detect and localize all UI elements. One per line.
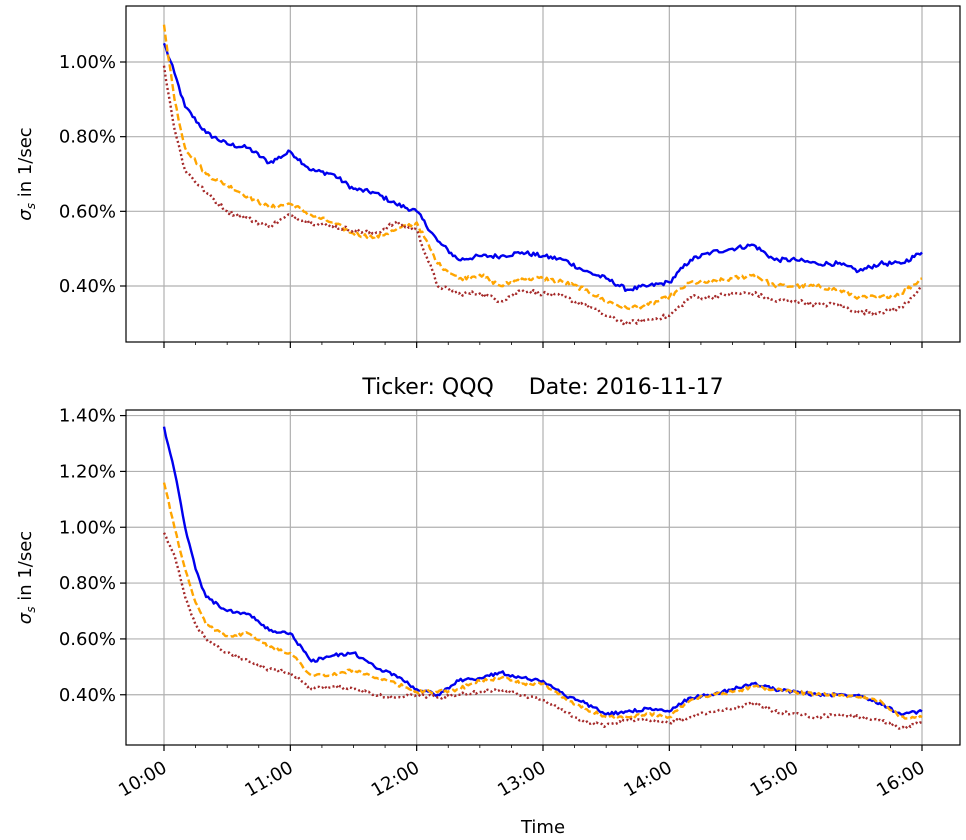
- top-chart-panel: 0.40% 0.60% 0.80% 1.00% σs in 1/sec: [15, 5, 961, 348]
- bottom-chart-y-tick-label: 0.80%: [59, 573, 116, 594]
- bottom-chart-y-label-text: in 1/sec: [15, 531, 36, 607]
- top-chart-series-line-2: [162, 24, 923, 311]
- bottom-chart-grid: [126, 410, 960, 745]
- bottom-chart-y-tick-label: 1.00%: [59, 517, 116, 538]
- top-chart-y-tick-label: 0.80%: [59, 127, 116, 148]
- bottom-chart-y-tick-label: 1.20%: [59, 461, 116, 482]
- top-chart-ticks: 0.40% 0.60% 0.80% 1.00%: [59, 52, 923, 348]
- bottom-chart-title: Ticker: QQQ Date: 2016-11-17: [361, 375, 723, 400]
- top-chart-y-label-text: in 1/sec: [15, 127, 36, 203]
- top-chart-grid: [126, 6, 960, 342]
- bottom-chart-y-tick-label: 0.40%: [59, 685, 116, 706]
- bottom-chart-series: [162, 426, 923, 730]
- top-chart-y-label-sigma: σ: [15, 209, 36, 221]
- bottom-chart-y-label-sigma: σ: [15, 612, 36, 624]
- bottom-chart-y-axis-label: σs in 1/sec: [15, 531, 38, 624]
- top-chart-series-line-3: [162, 65, 923, 326]
- top-chart-y-tick-label: 1.00%: [59, 52, 116, 73]
- top-chart-y-tick-label: 0.40%: [59, 276, 116, 297]
- bottom-chart-y-tick-label: 1.40%: [59, 406, 116, 427]
- bottom-chart-series-line-2: [162, 482, 923, 720]
- top-chart-y-axis-label: σs in 1/sec: [15, 127, 38, 220]
- top-chart-series: [162, 24, 923, 326]
- bottom-chart-x-axis-label: Time: [520, 817, 565, 838]
- bottom-chart-y-label-subscript: s: [24, 607, 38, 613]
- bottom-chart-y-tick-label: 0.60%: [59, 629, 116, 650]
- top-chart-y-tick-label: 0.60%: [59, 201, 116, 222]
- top-chart-series-line-1: [162, 42, 923, 292]
- top-chart-y-label-subscript: s: [24, 203, 38, 209]
